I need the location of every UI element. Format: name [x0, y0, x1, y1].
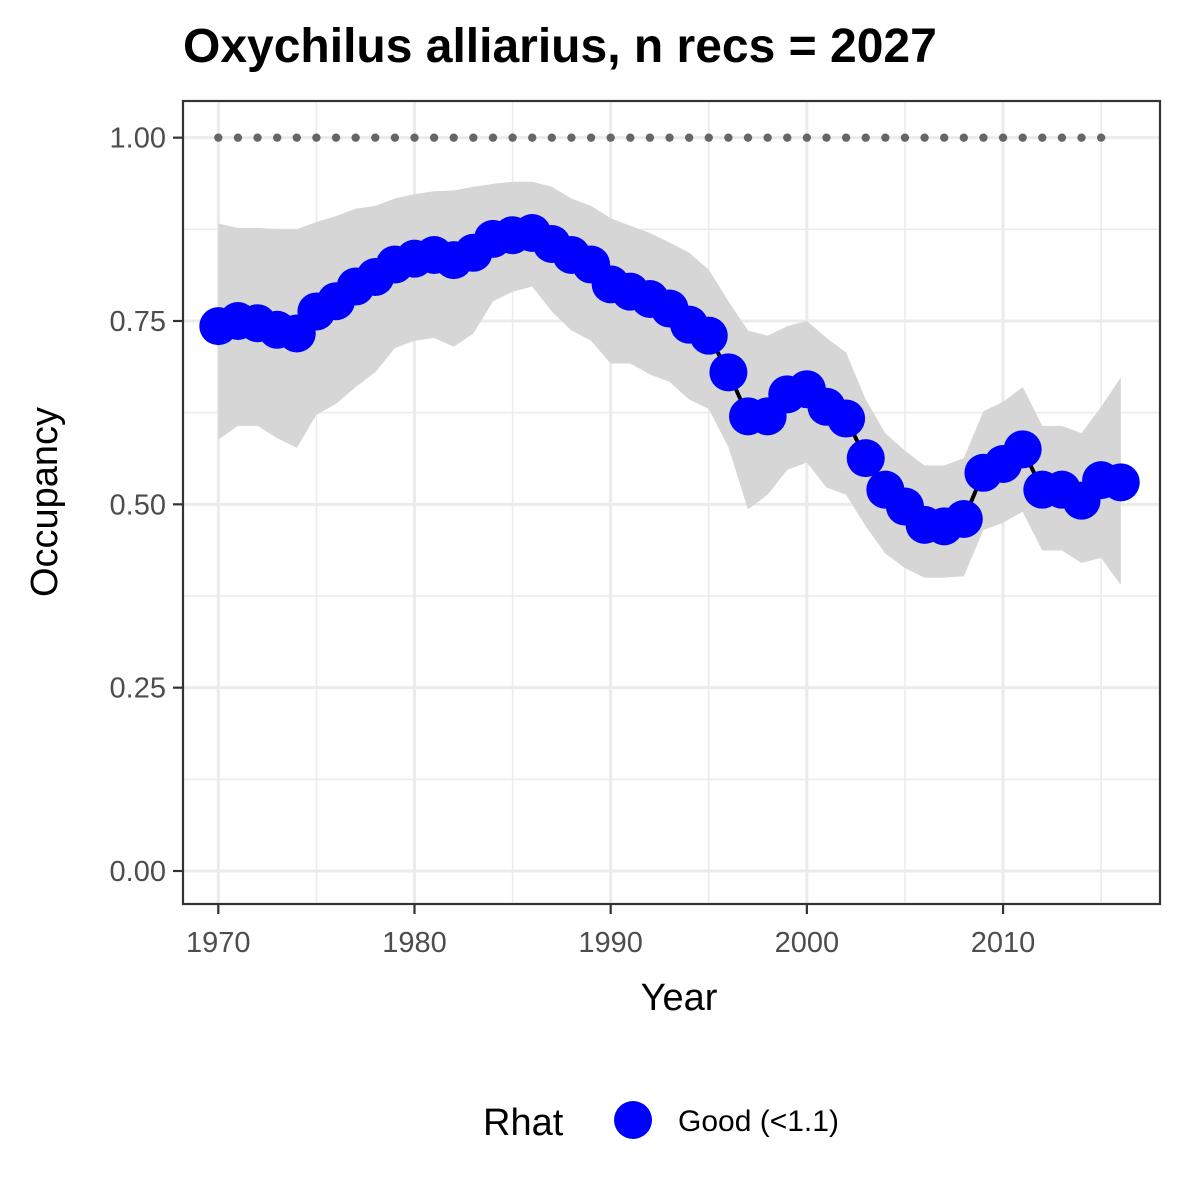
reference-dot [312, 133, 321, 142]
reference-dot [508, 133, 517, 142]
reference-dot [861, 133, 870, 142]
y-tick-label: 0.50 [110, 489, 166, 521]
y-tick-label: 1.00 [110, 123, 166, 155]
reference-dot [1057, 133, 1067, 142]
reference-dot [1096, 133, 1106, 142]
reference-dot [979, 133, 988, 142]
reference-dot [488, 133, 498, 142]
reference-dot [724, 133, 733, 142]
reference-dot [1018, 133, 1027, 142]
reference-dot [390, 133, 400, 142]
reference-dot [802, 133, 812, 142]
reference-dot [841, 133, 851, 142]
x-tick-label: 2010 [971, 927, 1036, 959]
reference-dot [959, 133, 969, 142]
x-axis-title: Year [641, 977, 718, 1019]
reference-dot [214, 133, 223, 142]
occupancy-point [1101, 463, 1140, 502]
reference-dot [920, 133, 929, 142]
reference-dot [351, 133, 360, 142]
x-tick-label: 2000 [775, 927, 840, 959]
chart-title: Oxychilus alliarius, n recs = 2027 [183, 20, 937, 73]
reference-dot [665, 133, 674, 142]
occupancy-point [689, 316, 728, 355]
reference-dot [528, 133, 537, 142]
reference-dot [704, 133, 713, 142]
occupancy-point [827, 399, 866, 438]
reference-dot [469, 133, 478, 142]
legend-label-good: Good (<1.1) [678, 1105, 839, 1138]
y-axis-title: Occupancy [24, 407, 66, 597]
y-tick-label: 0.00 [110, 856, 166, 888]
reference-dot [645, 133, 655, 142]
reference-dot [763, 133, 772, 142]
reference-dot [626, 133, 635, 142]
x-tick-label: 1980 [382, 927, 447, 959]
occupancy-point [1003, 430, 1042, 469]
y-tick-label: 0.75 [110, 306, 166, 338]
reference-dot [684, 133, 694, 142]
reference-dot [998, 133, 1008, 142]
reference-dot [449, 133, 458, 142]
reference-dot [410, 133, 419, 142]
legend-key-good [614, 1101, 652, 1139]
y-axis: 0.00 0.25 0.50 0.75 1.00 [110, 123, 183, 888]
reference-dot [900, 133, 910, 142]
reference-dot [429, 133, 439, 142]
y-tick-label: 0.25 [110, 673, 166, 705]
reference-dot [272, 133, 282, 142]
reference-dot [822, 133, 831, 142]
legend: Rhat Good (<1.1) [483, 1101, 839, 1144]
reference-dot [547, 133, 557, 142]
reference-dot [371, 133, 380, 142]
reference-dot [292, 133, 301, 142]
reference-dot [253, 133, 262, 142]
reference-dot [783, 133, 792, 142]
x-axis: 1970 1980 1990 2000 2010 [186, 904, 1035, 959]
reference-dot [939, 133, 949, 142]
panel-border [181, 99, 1162, 906]
occupancy-point [944, 500, 983, 538]
reference-dot [233, 133, 243, 142]
occupancy-point [846, 439, 885, 478]
occupancy-point [709, 353, 748, 392]
x-tick-label: 1990 [578, 927, 643, 959]
legend-title: Rhat [483, 1102, 564, 1144]
reference-dot [1077, 133, 1086, 142]
reference-dot [881, 133, 890, 142]
x-tick-label: 1970 [186, 927, 251, 959]
reference-dot [606, 133, 615, 142]
reference-dot [743, 133, 753, 142]
plot-panel [181, 99, 1162, 906]
reference-dot [1038, 133, 1047, 142]
reference-dot [586, 133, 596, 142]
reference-dot [567, 133, 576, 142]
reference-dot [331, 133, 341, 142]
